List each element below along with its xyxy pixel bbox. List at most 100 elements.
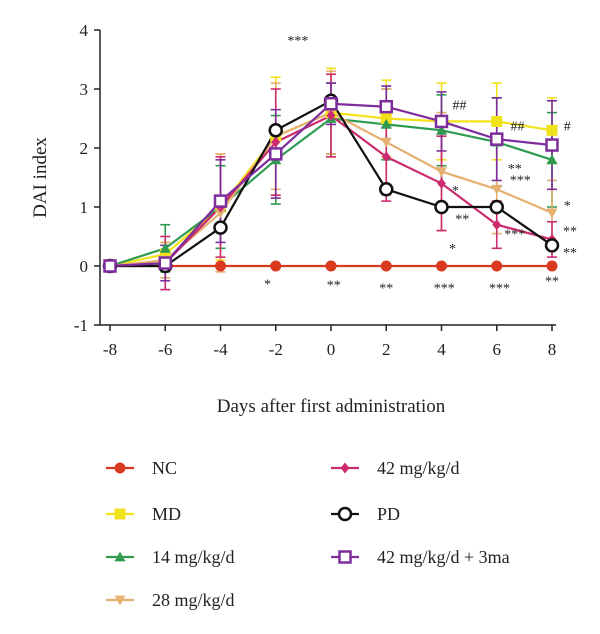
significance-mark: **: [508, 162, 522, 177]
legend-item-nc: NC: [106, 458, 177, 478]
legend: NC MD 14 mg/kg/d 28 mg/kg/d 42 mg/kg/d PD 42 m…: [106, 458, 510, 610]
legend-item-d28: 28 mg/kg/d: [106, 590, 235, 610]
data-point-nc: [436, 260, 447, 272]
significance-mark: **: [379, 282, 393, 297]
data-point-d14: [159, 242, 171, 253]
data-point-d42: [381, 151, 391, 163]
x-tick-label: -2: [269, 340, 283, 359]
legend-label-md: MD: [152, 504, 181, 524]
data-point-d14: [546, 154, 558, 165]
significance-mark: *: [264, 277, 271, 292]
y-tick-label: 3: [80, 80, 89, 99]
data-point-d28: [215, 208, 226, 219]
data-point-d42ma: [379, 99, 393, 114]
data-point-d42ma: [545, 138, 559, 152]
legend-label-pd: PD: [377, 504, 400, 524]
legend-swatch-marker-d42ma: [338, 550, 352, 564]
significance-mark: *: [452, 184, 459, 199]
y-tick-label: 2: [80, 139, 89, 158]
significance-mark: ##: [510, 119, 524, 134]
significance-mark: ##: [452, 99, 466, 114]
significance-mark: **: [545, 274, 559, 289]
significance-mark: ***: [504, 227, 525, 242]
data-point-pd: [268, 123, 283, 138]
data-point-d42: [492, 219, 502, 231]
legend-item-pd: PD: [331, 504, 400, 524]
data-point-pd: [213, 220, 228, 235]
data-point-md: [159, 248, 171, 260]
data-point-nc: [546, 260, 558, 272]
significance-mark: ***: [510, 174, 531, 189]
data-point-d28: [436, 167, 447, 178]
data-point-nc: [270, 260, 282, 272]
data-point-d42: [271, 136, 281, 148]
data-point-d42ma: [490, 132, 504, 146]
x-axis-title: Days after first administration: [217, 396, 446, 417]
data-point-d42ma: [434, 114, 449, 129]
data-point-d28: [546, 208, 558, 219]
significance-mark: **: [563, 224, 577, 239]
significance-mark: *: [564, 199, 571, 214]
legend-label-d28: 28 mg/kg/d: [152, 590, 235, 610]
legend-swatch-marker-md: [114, 508, 126, 520]
legend-label-d14: 14 mg/kg/d: [152, 547, 235, 567]
data-point-pd: [434, 199, 449, 215]
data-point-pd: [544, 238, 560, 253]
legend-swatch-marker-pd: [337, 506, 353, 522]
data-point-d14: [436, 124, 447, 135]
legend-swatch-marker-d42: [340, 462, 350, 474]
data-point-pd: [489, 199, 504, 215]
legend-swatch-marker-d14: [114, 551, 126, 562]
data-point-d42ma: [103, 259, 117, 273]
data-point-nc: [325, 260, 337, 272]
axes: -1 0 1 2 3 4 -8 -6 -4 -2 0 2 4 6 8 Days after first adm…: [30, 21, 556, 417]
data-point-d42ma: [269, 147, 283, 161]
data-point-d42: [437, 177, 446, 189]
y-tick-label: -1: [74, 316, 88, 335]
significance-mark: **: [327, 279, 341, 294]
legend-swatch-marker-nc: [114, 462, 126, 474]
x-tick-label: -6: [158, 340, 172, 359]
significance-mark: ***: [489, 282, 510, 297]
data-point-d42ma: [158, 256, 172, 270]
x-tick-label: 4: [437, 340, 446, 359]
data-point-d42ma: [324, 97, 338, 111]
significance-annotations: **** ** ** *** *** **#### #*****************: [264, 34, 577, 297]
data-point-nc: [380, 260, 392, 272]
significance-mark: ***: [287, 34, 308, 49]
significance-mark: ***: [434, 282, 455, 297]
significance-mark: #: [564, 119, 571, 134]
y-tick-label: 1: [80, 198, 89, 217]
data-point-md: [380, 113, 392, 124]
x-tick-label: 6: [493, 340, 502, 359]
x-tick-label: 2: [382, 340, 391, 359]
legend-item-d42: 42 mg/kg/d: [331, 458, 460, 478]
x-tick-label: -8: [103, 340, 117, 359]
data-point-d28: [380, 137, 392, 148]
data-point-md: [491, 115, 503, 127]
data-point-md: [546, 124, 558, 136]
data-point-d42: [326, 110, 336, 122]
data-point-d14: [380, 118, 392, 129]
legend-item-md: MD: [106, 504, 181, 524]
legend-label-d42: 42 mg/kg/d: [377, 458, 460, 478]
significance-mark: **: [563, 246, 577, 261]
series-markers: [102, 93, 560, 274]
legend-label-nc: NC: [152, 458, 177, 478]
y-axis-title: DAI index: [30, 137, 51, 218]
x-tick-label: -4: [213, 340, 228, 359]
legend-swatch-marker-d28: [114, 595, 126, 606]
data-point-d42ma: [213, 194, 228, 208]
data-point-nc: [215, 260, 226, 272]
x-tick-label: 8: [548, 340, 557, 359]
significance-mark: **: [455, 213, 469, 228]
data-point-nc: [491, 260, 503, 272]
legend-item-d42ma: 42 mg/kg/d + 3ma: [331, 547, 510, 567]
data-point-pd: [379, 182, 394, 197]
data-point-d28: [491, 184, 503, 195]
legend-item-d14: 14 mg/kg/d: [106, 547, 235, 567]
y-tick-label: 0: [80, 257, 89, 276]
legend-label-d42ma: 42 mg/kg/d + 3ma: [377, 547, 510, 567]
y-tick-label: 4: [80, 21, 89, 40]
